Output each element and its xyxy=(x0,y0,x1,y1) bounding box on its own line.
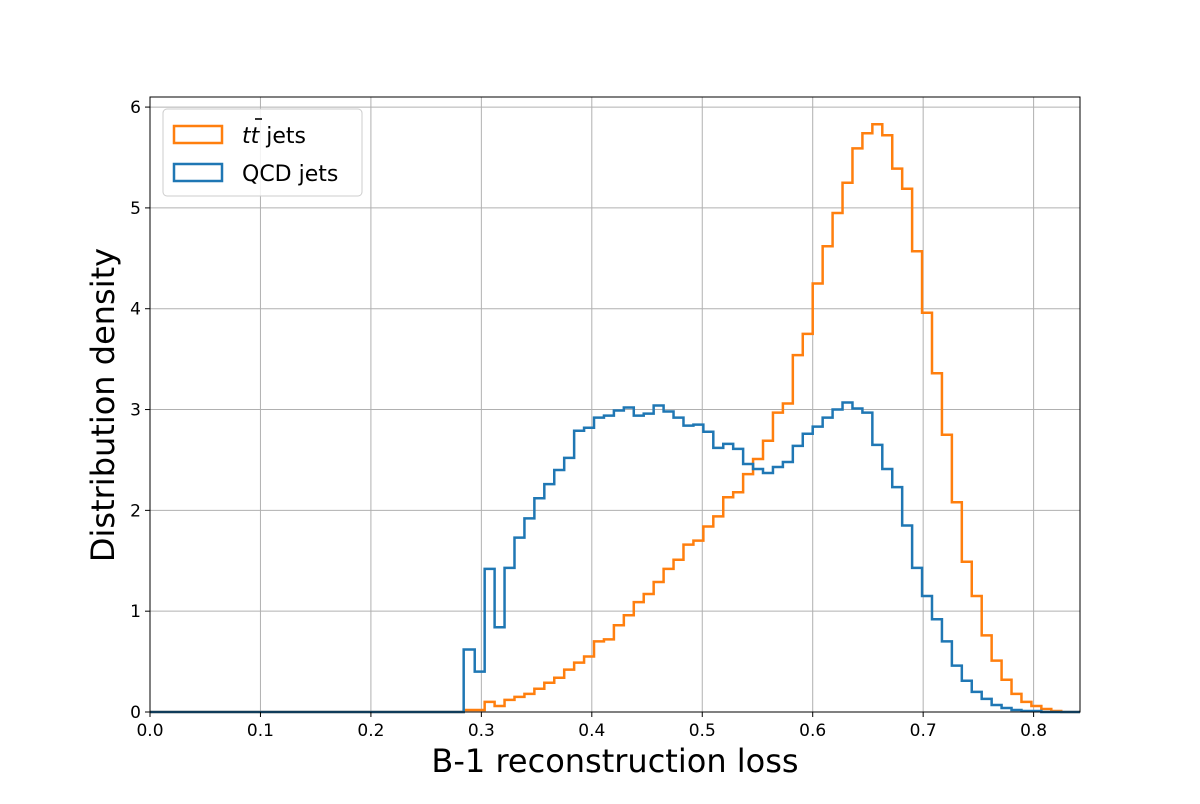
legend-swatch-qcd-jets xyxy=(172,162,224,183)
y-axis-title: Distribution density xyxy=(84,248,122,562)
y-tick-label: 2 xyxy=(130,501,141,521)
x-tick-label: 0.0 xyxy=(136,721,163,741)
legend-swatch-tt-jets xyxy=(172,124,224,145)
legend-label-qcd-jets: QCD jets xyxy=(242,162,338,187)
series-qcd-jets xyxy=(150,401,1080,714)
plot-frame xyxy=(149,96,1081,713)
y-tick-label: 6 xyxy=(130,98,141,118)
x-axis-title: B-1 reconstruction loss xyxy=(431,742,798,780)
x-tick-label: 0.5 xyxy=(689,721,716,741)
series-tt-jets xyxy=(150,122,1080,714)
y-tick-label: 0 xyxy=(130,703,141,723)
series-layer xyxy=(150,122,1080,714)
y-tick-label: 5 xyxy=(130,199,141,219)
x-tick-label: 0.4 xyxy=(578,721,605,741)
x-tick-label: 0.7 xyxy=(910,721,937,741)
y-tick-label: 4 xyxy=(130,300,141,320)
legend-box xyxy=(162,108,363,197)
x-tick-label: 0.1 xyxy=(247,721,274,741)
y-tick-label: 1 xyxy=(130,602,141,622)
legend-label-tt-jets: tt jets xyxy=(242,124,306,149)
ticks: 0.0 0.1 0.2 0.3 0.4 0.5 0.6 0.7 0.8 0 1 2 3 4 5 6 xyxy=(130,98,1047,741)
legend: tt jets QCD jets xyxy=(162,108,363,197)
y-tick-label: 3 xyxy=(130,401,141,421)
x-tick-label: 0.8 xyxy=(1020,721,1047,741)
x-tick-label: 0.2 xyxy=(357,721,384,741)
x-tick-label: 0.3 xyxy=(468,721,495,741)
x-tick-label: 0.6 xyxy=(799,721,826,741)
